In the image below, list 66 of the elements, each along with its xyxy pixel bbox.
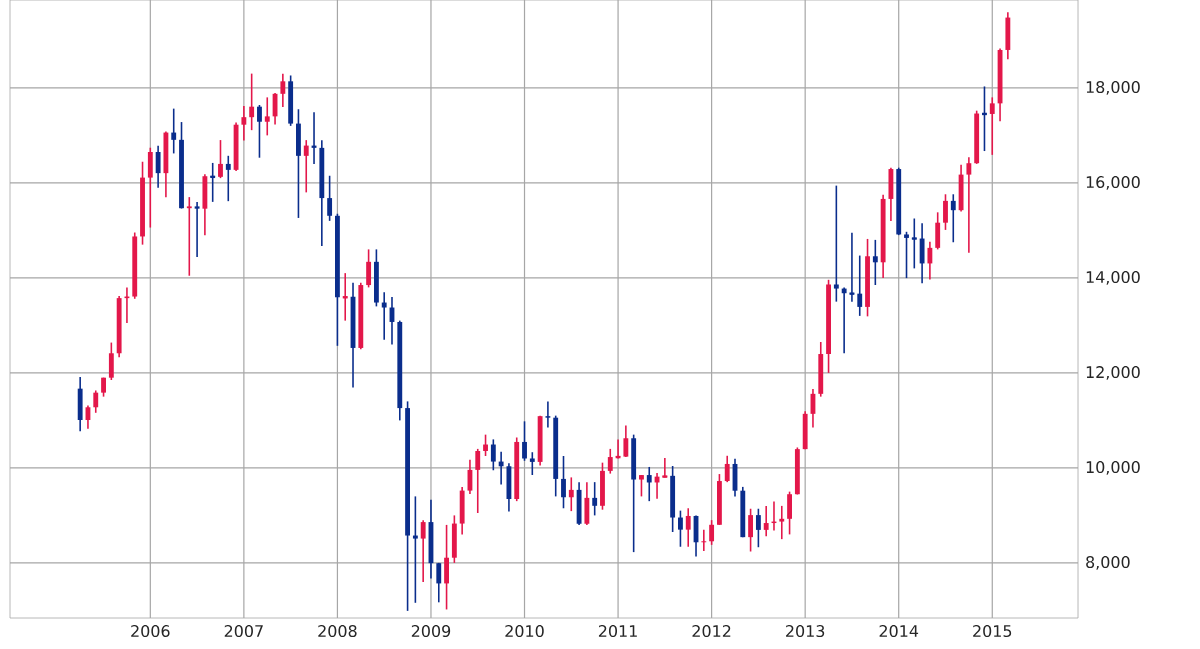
candlestick bbox=[545, 400, 551, 429]
candlestick bbox=[225, 155, 231, 202]
candlestick bbox=[529, 451, 535, 476]
candlestick bbox=[264, 96, 270, 137]
candlestick bbox=[490, 438, 496, 472]
y-tick-label: 8,000 bbox=[1086, 556, 1130, 570]
candlestick bbox=[701, 528, 707, 552]
candlestick bbox=[607, 448, 613, 475]
candlestick bbox=[724, 454, 730, 483]
candlestick bbox=[561, 455, 566, 510]
candlestick bbox=[366, 248, 372, 289]
y-tick-label: 14,000 bbox=[1086, 271, 1140, 285]
candlestick bbox=[483, 433, 488, 457]
candlestick bbox=[93, 389, 99, 414]
candlestick bbox=[171, 107, 177, 155]
candlestick bbox=[678, 509, 683, 548]
candlestick bbox=[303, 139, 309, 194]
candlestick bbox=[327, 174, 333, 222]
candlestick bbox=[639, 474, 644, 498]
candlestick bbox=[857, 254, 863, 317]
candlestick bbox=[155, 145, 161, 189]
y-tick-label: 16,000 bbox=[1086, 176, 1140, 190]
candlestick bbox=[522, 420, 527, 462]
x-tick-label: 2007 bbox=[224, 625, 263, 638]
candlestick bbox=[646, 466, 652, 502]
candlestick bbox=[927, 240, 933, 281]
candlestick bbox=[412, 495, 418, 604]
candlestick bbox=[833, 184, 839, 303]
candlestick bbox=[966, 156, 972, 254]
candlestick bbox=[904, 231, 909, 279]
candlestick bbox=[436, 562, 442, 604]
candlestick bbox=[241, 105, 247, 142]
candlestick bbox=[623, 424, 629, 458]
x-tick-label: 2013 bbox=[786, 625, 825, 638]
x-tick-label: 2014 bbox=[879, 625, 919, 638]
candlestick bbox=[755, 507, 761, 549]
candlestick bbox=[748, 507, 754, 553]
x-tick-label: 2010 bbox=[505, 625, 544, 638]
candlestick bbox=[381, 291, 387, 341]
x-tick-label: 2006 bbox=[131, 625, 170, 638]
y-tick-label: 10,000 bbox=[1086, 461, 1140, 475]
y-tick-label: 18,000 bbox=[1086, 81, 1140, 95]
candlestick bbox=[989, 96, 995, 156]
candlestick bbox=[249, 72, 255, 131]
candlestick bbox=[186, 196, 192, 277]
candlestick bbox=[568, 476, 574, 512]
candlestick bbox=[420, 519, 426, 583]
x-tick-label: 2012 bbox=[692, 625, 731, 638]
candlestick bbox=[218, 139, 223, 179]
candlestick bbox=[280, 72, 286, 108]
candlestick bbox=[709, 519, 715, 546]
candlestick bbox=[257, 104, 262, 159]
candlestick bbox=[475, 448, 481, 514]
candlestick bbox=[685, 507, 691, 548]
x-tick-label: 2011 bbox=[598, 625, 637, 638]
candlestick bbox=[592, 481, 598, 517]
x-tick-label: 2015 bbox=[973, 625, 1012, 638]
candlestick bbox=[950, 193, 956, 244]
y-tick-label: 12,000 bbox=[1086, 366, 1140, 380]
candlestick bbox=[943, 193, 948, 231]
candlestick bbox=[872, 239, 878, 286]
x-tick-label: 2009 bbox=[411, 625, 451, 638]
candlestick bbox=[194, 201, 200, 258]
candlestick bbox=[779, 505, 785, 540]
candlestick bbox=[763, 505, 769, 538]
x-tick-label: 2008 bbox=[318, 625, 357, 638]
